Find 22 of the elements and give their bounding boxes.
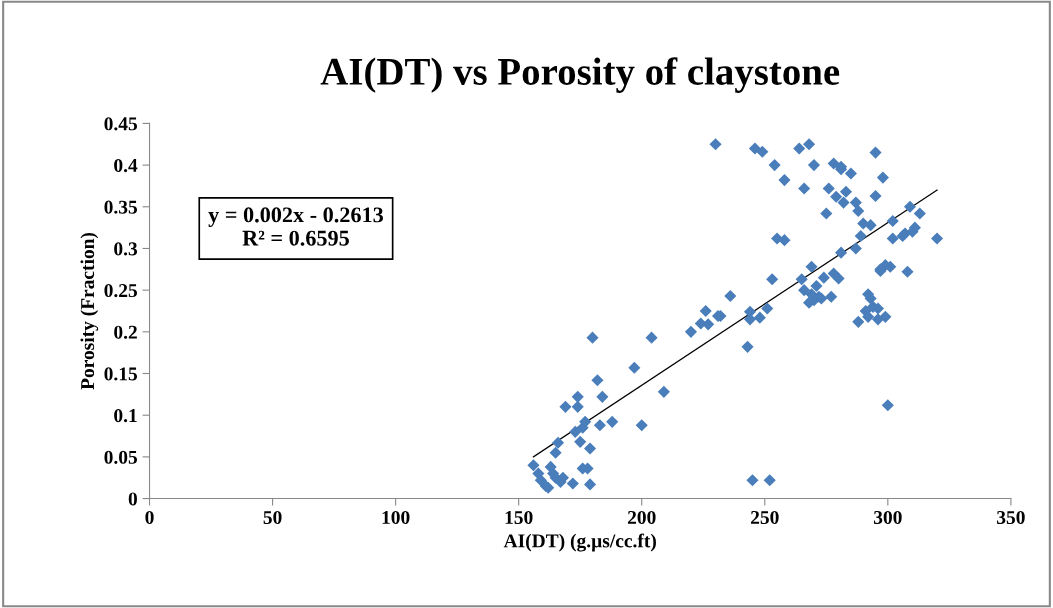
y-tick-label: 0.15: [104, 367, 138, 381]
y-tick-label: 0.1: [114, 409, 137, 423]
y-tick-label: 0.05: [104, 450, 138, 464]
x-tick-label: 200: [627, 510, 656, 525]
y-tick-label: 0.45: [104, 117, 138, 131]
y-tick-label: 0.25: [104, 283, 138, 298]
x-tick-label: 300: [873, 510, 902, 525]
annotation: y = 0.002x - 0.2613 R² = 0.6595: [208, 207, 384, 246]
y-axis-title: Porosity (Fraction): [80, 232, 99, 390]
x-tick-label: 150: [505, 510, 533, 525]
y-tick-label: 0.3: [114, 242, 138, 256]
x-tick-label: 250: [751, 510, 779, 525]
y-tick-label: 0.2: [114, 325, 137, 339]
chart-title: AI(DT) vs Porosity of claystone: [320, 57, 840, 93]
x-tick-label: 0: [145, 510, 154, 525]
y-tick-label: 0.4: [114, 158, 138, 173]
x-tick-label: 50: [263, 510, 282, 525]
y-tick-label: 0: [128, 492, 137, 506]
y-tick-label: 0.35: [104, 200, 138, 214]
x-axis-title: AI(DT) (g.µs/cc.ft): [503, 533, 656, 552]
x-tick-label: 350: [997, 510, 1025, 525]
x-tick-label: 100: [382, 510, 410, 525]
